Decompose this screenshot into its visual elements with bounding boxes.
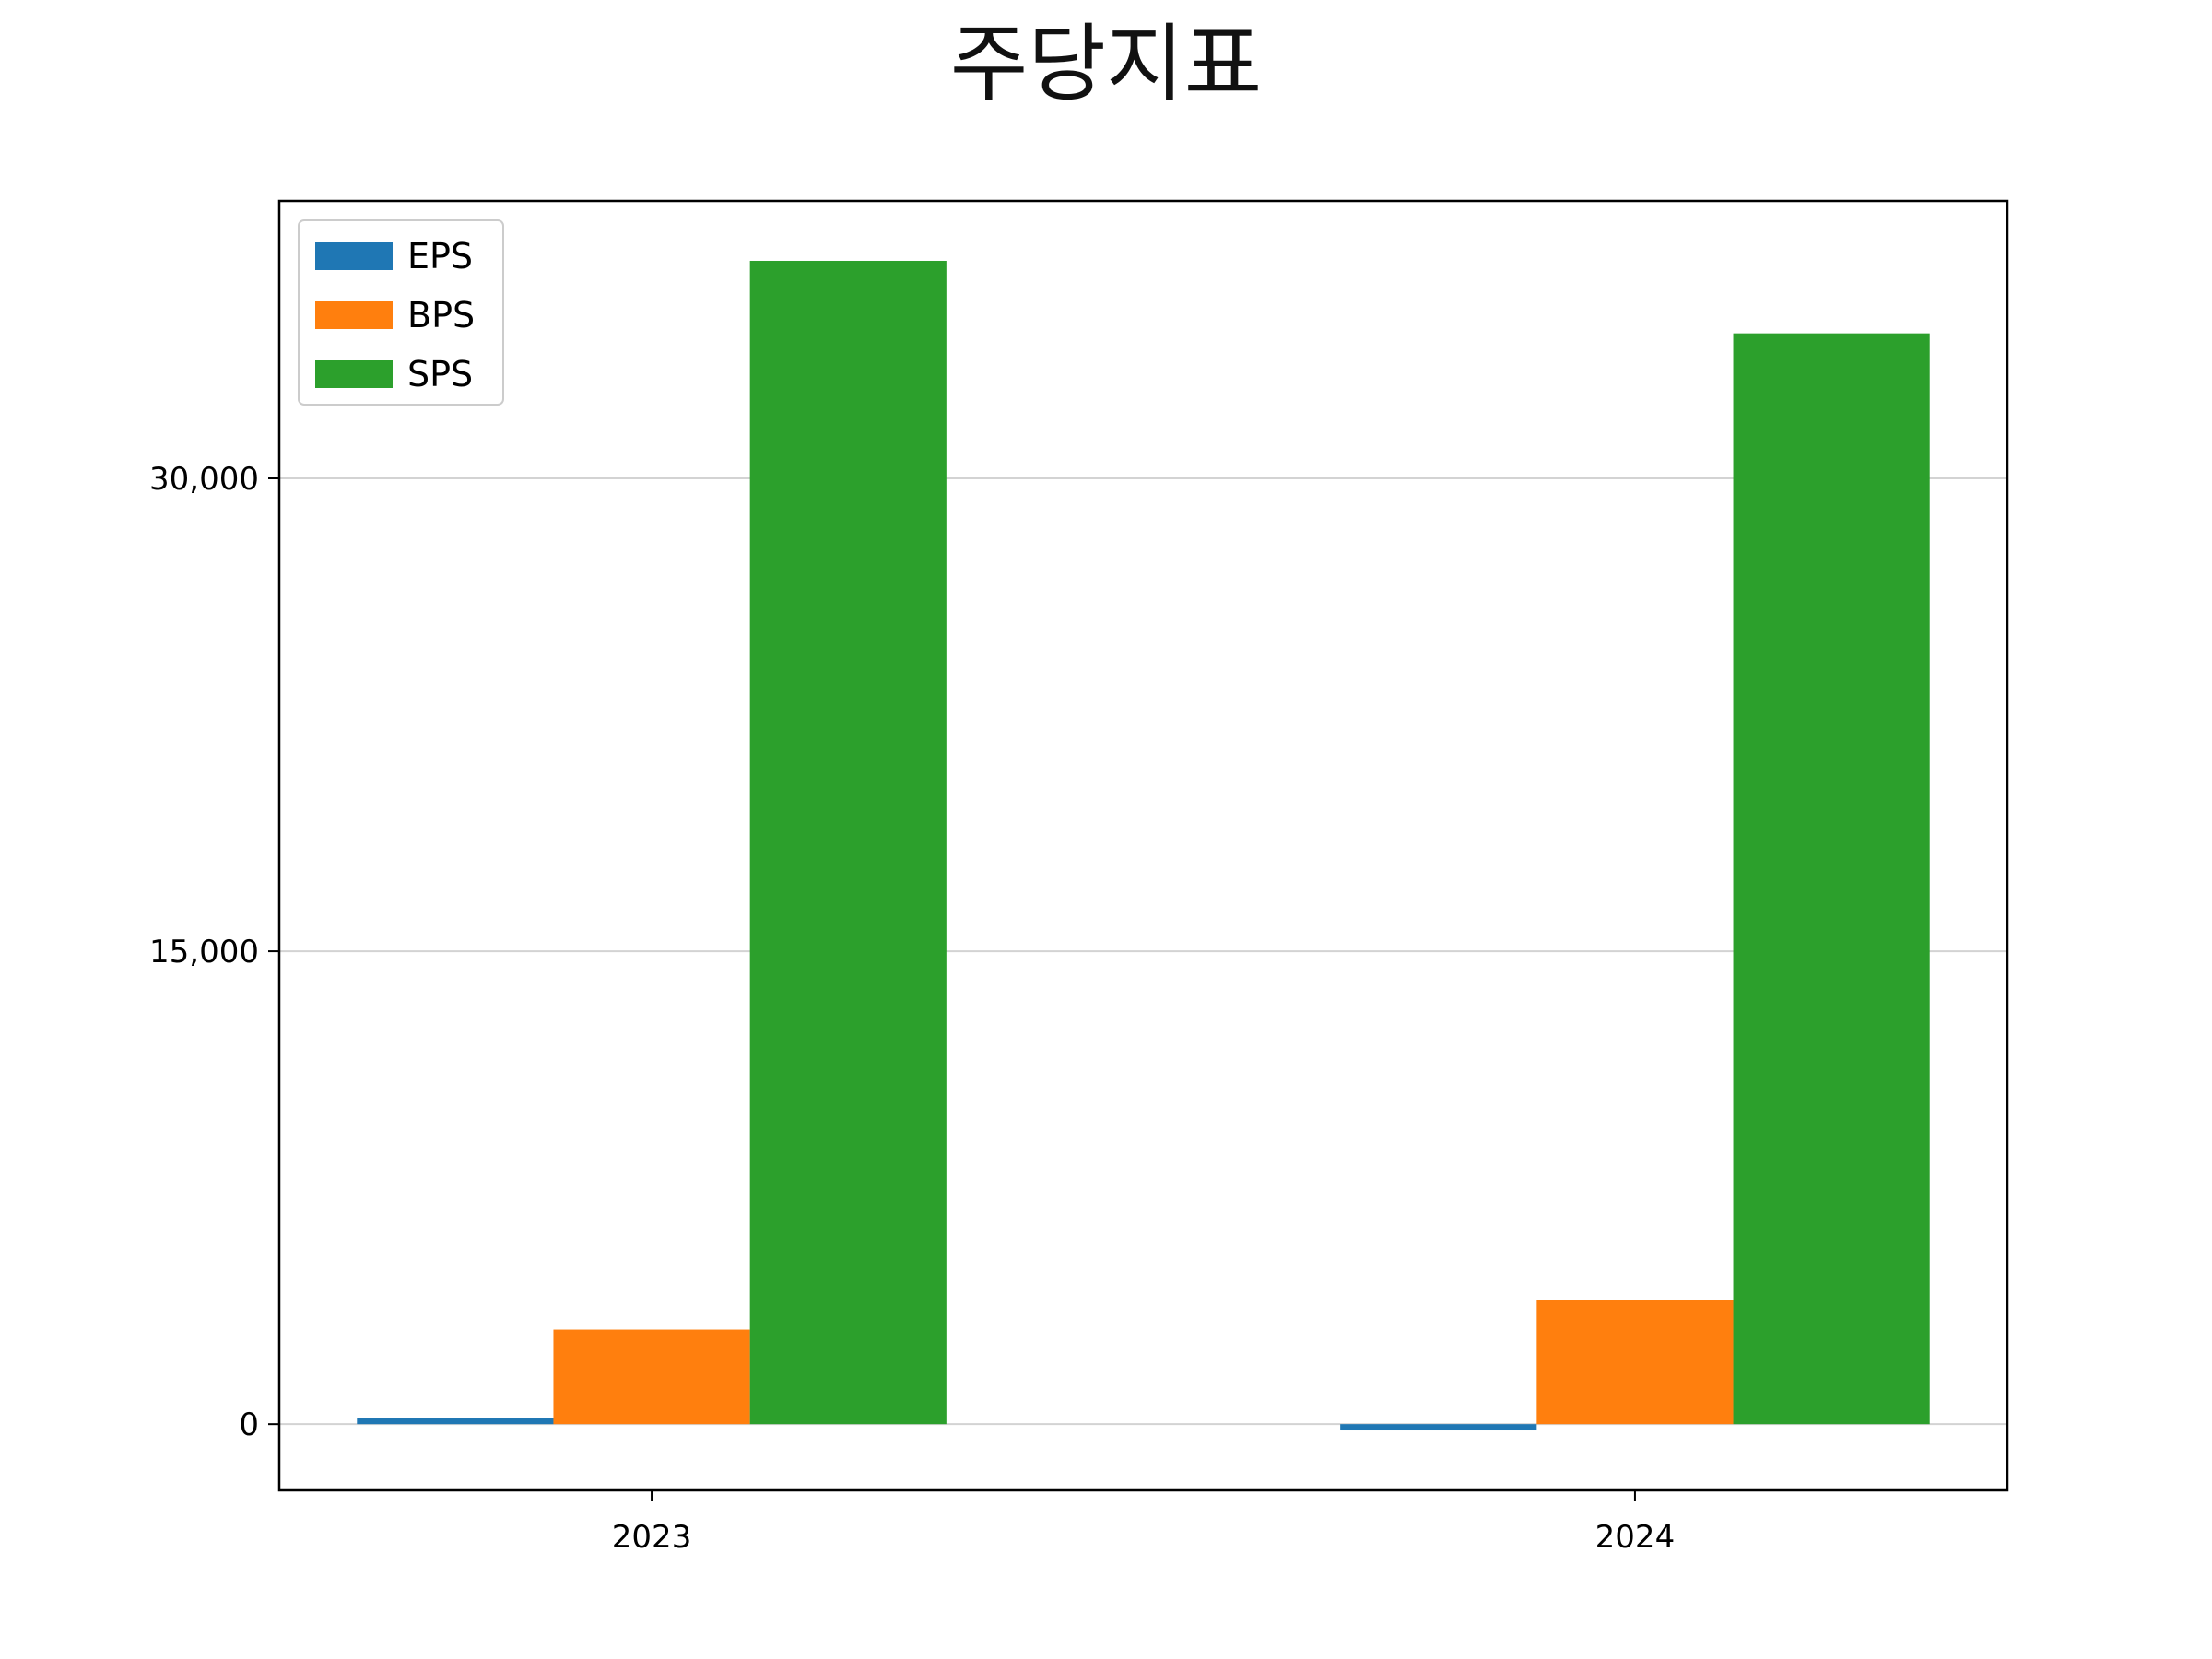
legend-label-eps: EPS xyxy=(407,236,473,276)
legend-label-sps: SPS xyxy=(407,354,473,394)
y-tick-label-2: 30,000 xyxy=(149,461,259,498)
bar-eps-2023 xyxy=(357,1418,554,1425)
x-tick-label-2024: 2024 xyxy=(1595,1519,1676,1556)
plot-frame xyxy=(277,199,2009,1492)
legend[interactable]: EPS BPS SPS xyxy=(298,219,504,406)
chart-title: 주당지표 xyxy=(949,15,1263,113)
bar-sps-2024 xyxy=(1733,333,1930,1425)
legend-swatch-sps xyxy=(315,360,393,388)
x-axis: 2023 2024 xyxy=(612,1490,1675,1556)
x-tick-label-2023: 2023 xyxy=(612,1519,692,1556)
legend-label-bps: BPS xyxy=(407,295,475,335)
bar-bps-2023 xyxy=(553,1329,750,1425)
y-tick-label-0: 0 xyxy=(239,1406,259,1443)
y-tick-label-1: 15,000 xyxy=(149,934,259,971)
bar-bps-2024 xyxy=(1536,1300,1734,1425)
bars xyxy=(357,260,1930,1431)
bar-eps-2024 xyxy=(1340,1424,1537,1431)
y-axis: 0 15,000 30,000 xyxy=(149,461,279,1443)
legend-swatch-bps xyxy=(315,301,393,329)
bar-sps-2023 xyxy=(749,260,947,1425)
legend-swatch-eps xyxy=(315,242,393,270)
